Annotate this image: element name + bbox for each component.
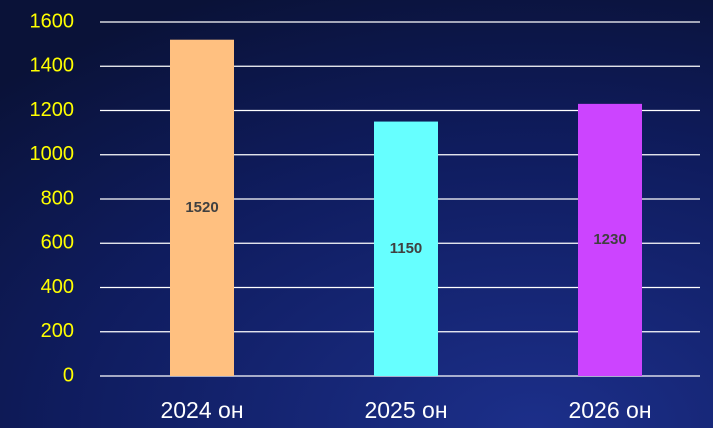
y-tick-label: 1200 xyxy=(30,99,75,121)
y-tick-label: 1600 xyxy=(30,10,75,32)
y-tick-label: 600 xyxy=(41,232,74,254)
bar xyxy=(170,39,234,376)
y-tick-label: 0 xyxy=(63,364,74,386)
y-tick-label: 1400 xyxy=(30,55,75,77)
x-tick-label: 2026 он xyxy=(568,397,651,423)
bar xyxy=(578,103,642,377)
y-tick-label: 1000 xyxy=(30,143,75,165)
y-tick-label: 200 xyxy=(41,320,74,342)
data-label: 1230 xyxy=(593,231,626,248)
data-label: 1150 xyxy=(390,240,423,257)
x-tick-label: 2025 он xyxy=(364,397,447,423)
y-tick-label: 400 xyxy=(41,276,74,298)
bar xyxy=(374,121,438,376)
y-tick-label: 800 xyxy=(41,187,74,209)
data-label: 1520 xyxy=(185,199,218,216)
x-tick-label: 2024 он xyxy=(160,397,243,423)
